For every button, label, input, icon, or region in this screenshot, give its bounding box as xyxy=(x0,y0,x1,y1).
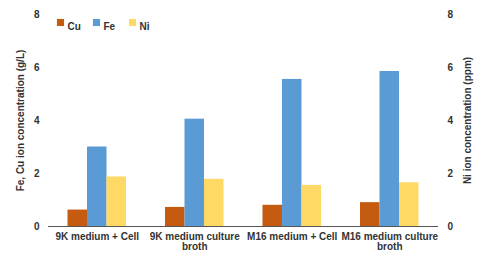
svg-text:0: 0 xyxy=(34,221,40,232)
svg-text:0: 0 xyxy=(448,221,454,232)
svg-text:9K medium + Cell: 9K medium + Cell xyxy=(55,231,139,242)
svg-text:Fe: Fe xyxy=(104,21,116,32)
svg-text:8: 8 xyxy=(34,9,40,20)
svg-text:4: 4 xyxy=(448,115,454,126)
svg-text:Cu: Cu xyxy=(68,21,81,32)
svg-text:Fe, Cu ion concentration (g/L): Fe, Cu ion concentration (g/L) xyxy=(15,50,26,192)
svg-text:Ni: Ni xyxy=(140,21,150,32)
svg-text:M16 medium culturebroth: M16 medium culturebroth xyxy=(341,231,438,252)
svg-text:2: 2 xyxy=(448,168,454,179)
svg-text:Ni ion concentration (ppm): Ni ion concentration (ppm) xyxy=(462,57,473,184)
svg-text:4: 4 xyxy=(34,115,40,126)
svg-text:6: 6 xyxy=(34,62,40,73)
svg-text:8: 8 xyxy=(448,9,454,20)
svg-text:2: 2 xyxy=(34,168,40,179)
svg-text:M16 medium + Cell: M16 medium + Cell xyxy=(247,231,338,242)
svg-text:6: 6 xyxy=(448,62,454,73)
svg-text:9K medium culturebroth: 9K medium culturebroth xyxy=(150,231,240,252)
